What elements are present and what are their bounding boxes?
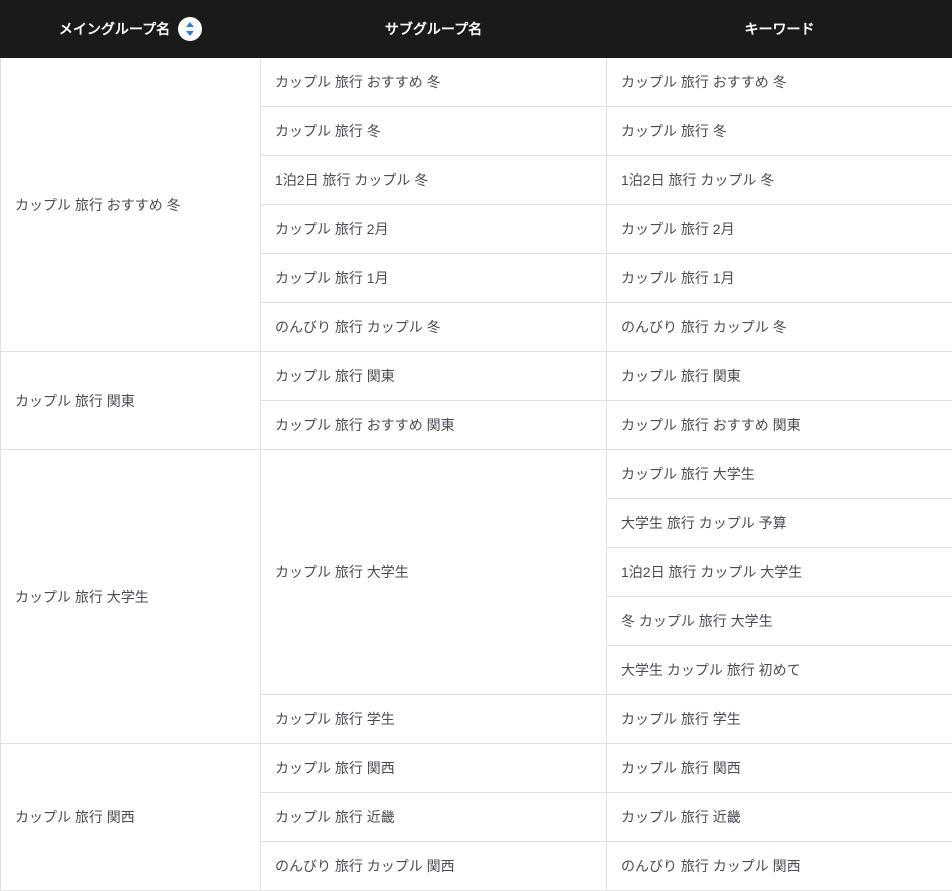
subgroup-cell[interactable]: カップル 旅行 関西 <box>261 744 607 793</box>
keyword-cell[interactable]: のんびり 旅行 カップル 関西 <box>607 842 952 891</box>
subgroup-cell[interactable]: のんびり 旅行 カップル 関西 <box>261 842 607 891</box>
subgroup-cell[interactable]: カップル 旅行 学生 <box>261 695 607 744</box>
table-row: カップル 旅行 おすすめ 冬カップル 旅行 おすすめ 冬カップル 旅行 おすすめ… <box>1 58 952 107</box>
keyword-cell[interactable]: カップル 旅行 関西 <box>607 744 952 793</box>
keyword-cell[interactable]: 大学生 旅行 カップル 予算 <box>607 499 952 548</box>
sort-button-maingroup[interactable] <box>178 17 202 41</box>
table-row: カップル 旅行 関東カップル 旅行 関東カップル 旅行 関東 <box>1 352 952 401</box>
col-header-subgroup-label: サブグループ名 <box>385 19 482 39</box>
keyword-cell[interactable]: カップル 旅行 おすすめ 冬 <box>607 58 952 107</box>
keyword-cell[interactable]: カップル 旅行 冬 <box>607 107 952 156</box>
sort-updown-icon <box>184 21 196 37</box>
keyword-cell[interactable]: カップル 旅行 学生 <box>607 695 952 744</box>
subgroup-cell[interactable]: 1泊2日 旅行 カップル 冬 <box>261 156 607 205</box>
keyword-cell[interactable]: カップル 旅行 近畿 <box>607 793 952 842</box>
subgroup-cell[interactable]: カップル 旅行 おすすめ 関東 <box>261 401 607 450</box>
subgroup-cell[interactable]: カップル 旅行 関東 <box>261 352 607 401</box>
keyword-group-table: メイングループ名サブグループ名キーワードカップル 旅行 おすすめ 冬カップル 旅… <box>0 0 952 891</box>
header-row: メイングループ名 サブグループ名 キーワード <box>1 1 952 58</box>
maingroup-cell[interactable]: カップル 旅行 大学生 <box>1 450 261 744</box>
col-header-keyword-label: キーワード <box>745 19 815 39</box>
col-header-keyword[interactable]: キーワード <box>607 1 952 58</box>
keyword-cell[interactable]: 大学生 カップル 旅行 初めて <box>607 646 952 695</box>
table-row: カップル 旅行 関西カップル 旅行 関西カップル 旅行 関西 <box>1 744 952 793</box>
subgroup-cell[interactable]: カップル 旅行 2月 <box>261 205 607 254</box>
subgroup-cell[interactable]: カップル 旅行 近畿 <box>261 793 607 842</box>
keyword-cell[interactable]: カップル 旅行 1月 <box>607 254 952 303</box>
keyword-cell[interactable]: カップル 旅行 おすすめ 関東 <box>607 401 952 450</box>
keyword-cell[interactable]: カップル 旅行 関東 <box>607 352 952 401</box>
subgroup-cell[interactable]: カップル 旅行 1月 <box>261 254 607 303</box>
col-header-subgroup[interactable]: サブグループ名 <box>261 1 607 58</box>
table-row: カップル 旅行 大学生カップル 旅行 大学生カップル 旅行 大学生 <box>1 450 952 499</box>
subgroup-cell[interactable]: カップル 旅行 おすすめ 冬 <box>261 58 607 107</box>
keyword-cell[interactable]: カップル 旅行 2月 <box>607 205 952 254</box>
subgroup-cell[interactable]: カップル 旅行 冬 <box>261 107 607 156</box>
col-header-maingroup-label: メイングループ名 <box>59 19 170 39</box>
col-header-maingroup[interactable]: メイングループ名 <box>1 1 261 58</box>
keyword-cell[interactable]: 1泊2日 旅行 カップル 大学生 <box>607 548 952 597</box>
keyword-cell[interactable]: カップル 旅行 大学生 <box>607 450 952 499</box>
keyword-cell[interactable]: 1泊2日 旅行 カップル 冬 <box>607 156 952 205</box>
keyword-cell[interactable]: 冬 カップル 旅行 大学生 <box>607 597 952 646</box>
subgroup-cell[interactable]: のんびり 旅行 カップル 冬 <box>261 303 607 352</box>
maingroup-cell[interactable]: カップル 旅行 関西 <box>1 744 261 891</box>
table-body: カップル 旅行 おすすめ 冬カップル 旅行 おすすめ 冬カップル 旅行 おすすめ… <box>1 58 952 891</box>
maingroup-cell[interactable]: カップル 旅行 おすすめ 冬 <box>1 58 261 352</box>
table-header: メイングループ名 サブグループ名 キーワード <box>1 1 952 58</box>
subgroup-cell[interactable]: カップル 旅行 大学生 <box>261 450 607 695</box>
maingroup-cell[interactable]: カップル 旅行 関東 <box>1 352 261 450</box>
keyword-cell[interactable]: のんびり 旅行 カップル 冬 <box>607 303 952 352</box>
